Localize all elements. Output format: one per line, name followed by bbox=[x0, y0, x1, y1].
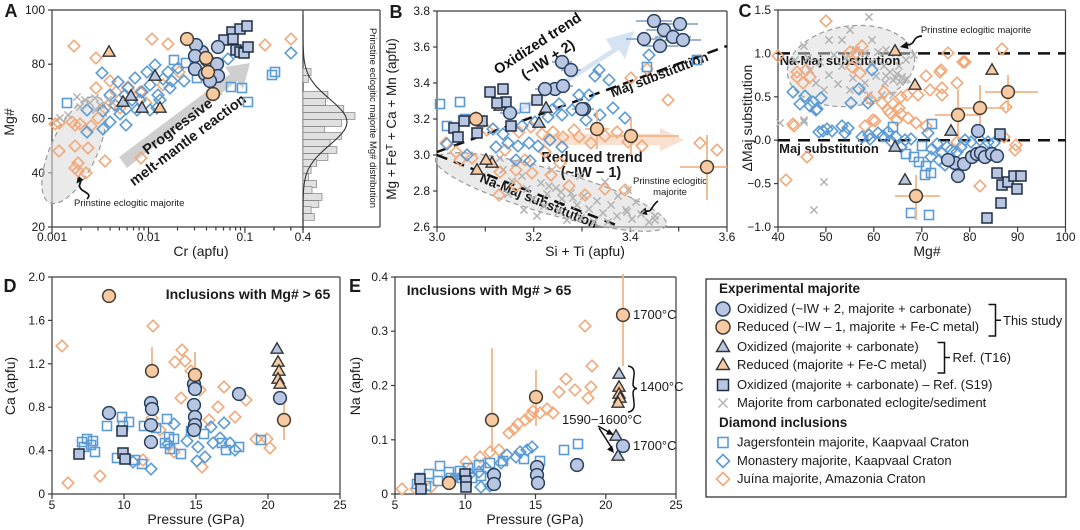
svg-text:0.4: 0.4 bbox=[371, 270, 388, 284]
svg-text:2.8: 2.8 bbox=[413, 184, 430, 198]
svg-text:C: C bbox=[739, 1, 752, 21]
svg-text:Juína majorite, Amazonia Crato: Juína majorite, Amazonia Craton bbox=[737, 471, 926, 486]
svg-text:Mg#: Mg# bbox=[913, 243, 940, 259]
svg-text:3.0: 3.0 bbox=[429, 230, 446, 244]
svg-text:1700°C: 1700°C bbox=[633, 307, 677, 322]
svg-text:0.4: 0.4 bbox=[28, 444, 45, 458]
svg-text:Inclusions with Mg# > 65: Inclusions with Mg# > 65 bbox=[407, 282, 572, 298]
svg-text:1400°C: 1400°C bbox=[640, 379, 684, 394]
svg-text:0.3: 0.3 bbox=[371, 324, 388, 338]
svg-text:70: 70 bbox=[915, 230, 929, 244]
svg-text:60: 60 bbox=[867, 230, 881, 244]
svg-text:0.5: 0.5 bbox=[754, 90, 771, 104]
svg-text:Na (apfu): Na (apfu) bbox=[347, 357, 363, 415]
svg-text:3.4: 3.4 bbox=[413, 76, 430, 90]
svg-text:Mg#: Mg# bbox=[1, 108, 17, 135]
svg-text:0.8: 0.8 bbox=[28, 400, 45, 414]
svg-text:Prinstine eclogitic majorite: Prinstine eclogitic majorite bbox=[74, 198, 184, 209]
svg-text:Jagersfontein majorite, Kaapva: Jagersfontein majorite, Kaapvaal Craton bbox=[737, 435, 969, 450]
svg-text:90: 90 bbox=[1011, 230, 1025, 244]
svg-text:1590−1600°C: 1590−1600°C bbox=[562, 412, 642, 427]
svg-text:This study: This study bbox=[1003, 313, 1063, 328]
svg-text:0.4: 0.4 bbox=[295, 230, 312, 244]
svg-text:0.1: 0.1 bbox=[371, 433, 388, 447]
svg-text:Prinstine eclogitic: Prinstine eclogitic bbox=[633, 176, 707, 187]
svg-text:Ca (apfu): Ca (apfu) bbox=[2, 357, 18, 415]
svg-text:ΔMaj substitution: ΔMaj substitution bbox=[739, 65, 755, 172]
svg-text:Prinstine eclogitic majorite M: Prinstine eclogitic majorite Mg# distrib… bbox=[367, 28, 378, 208]
svg-text:1.2: 1.2 bbox=[28, 357, 45, 371]
svg-text:0.001: 0.001 bbox=[37, 230, 67, 244]
svg-text:50: 50 bbox=[819, 230, 833, 244]
svg-text:Experimental majorite: Experimental majorite bbox=[719, 281, 861, 296]
svg-text:Oxidized (majorite + carbonate: Oxidized (majorite + carbonate) bbox=[737, 339, 919, 354]
svg-text:−1.0: −1.0 bbox=[747, 220, 771, 234]
svg-text:0: 0 bbox=[381, 487, 388, 501]
svg-text:5: 5 bbox=[49, 498, 56, 512]
svg-text:Pressure (GPa): Pressure (GPa) bbox=[147, 511, 244, 527]
svg-text:1.0: 1.0 bbox=[754, 46, 771, 60]
svg-text:Oxidized (majorite + carbonate: Oxidized (majorite + carbonate) – Ref. (… bbox=[737, 377, 992, 392]
svg-text:20: 20 bbox=[261, 498, 275, 512]
svg-text:Reduced (majorite + Fe-C meta: Reduced (majorite + Fe-C metal) bbox=[737, 357, 927, 372]
svg-text:Reduced (~IW – 1, majorite + F: Reduced (~IW – 1, majorite + Fe-C metal) bbox=[737, 319, 979, 334]
svg-text:B: B bbox=[390, 2, 403, 22]
svg-text:3.6: 3.6 bbox=[413, 40, 430, 54]
svg-text:25: 25 bbox=[669, 498, 683, 512]
svg-text:100: 100 bbox=[25, 3, 45, 17]
svg-text:80: 80 bbox=[963, 230, 977, 244]
svg-text:Mg + Feᵀ + Ca + Mn (apfu): Mg + Feᵀ + Ca + Mn (apfu) bbox=[384, 38, 399, 200]
svg-text:Majorite from carbonated eclog: Majorite from carbonated eclogite/sedime… bbox=[737, 395, 987, 410]
svg-text:Si + Ti (apfu): Si + Ti (apfu) bbox=[545, 243, 625, 259]
svg-text:majorite: majorite bbox=[653, 187, 687, 198]
svg-text:3.4: 3.4 bbox=[622, 230, 639, 244]
svg-text:3.2: 3.2 bbox=[413, 112, 430, 126]
svg-text:Oxidized (~IW + 2, majorite +: Oxidized (~IW + 2, majorite + carbonate) bbox=[737, 301, 971, 316]
svg-text:2.0: 2.0 bbox=[28, 270, 45, 284]
svg-text:20: 20 bbox=[32, 220, 46, 234]
svg-text:Inclusions with Mg# > 65: Inclusions with Mg# > 65 bbox=[166, 286, 331, 302]
svg-text:Na-Maj substitution: Na-Maj substitution bbox=[780, 53, 901, 68]
svg-text:2.6: 2.6 bbox=[413, 220, 430, 234]
svg-text:80: 80 bbox=[32, 57, 46, 71]
svg-text:60: 60 bbox=[32, 112, 46, 126]
svg-text:Pressure (GPa): Pressure (GPa) bbox=[486, 511, 583, 527]
svg-text:D: D bbox=[4, 276, 17, 296]
svg-text:1.6: 1.6 bbox=[28, 313, 45, 327]
svg-text:1700°C: 1700°C bbox=[633, 438, 677, 453]
svg-text:E: E bbox=[349, 276, 361, 296]
svg-text:Monastery majorite, Kaapvaal C: Monastery majorite, Kaapvaal Craton bbox=[737, 453, 952, 468]
svg-text:3.2: 3.2 bbox=[525, 230, 542, 244]
svg-text:10: 10 bbox=[117, 498, 131, 512]
svg-text:100: 100 bbox=[1055, 230, 1075, 244]
svg-text:Maj substitution: Maj substitution bbox=[779, 141, 879, 156]
svg-text:25: 25 bbox=[333, 498, 347, 512]
svg-text:(~IW − 1): (~IW − 1) bbox=[561, 165, 622, 181]
svg-text:1.5: 1.5 bbox=[754, 3, 771, 17]
svg-text:A: A bbox=[5, 1, 18, 21]
svg-text:Cr (apfu): Cr (apfu) bbox=[173, 243, 228, 259]
svg-text:3.8: 3.8 bbox=[413, 4, 430, 18]
svg-text:15: 15 bbox=[189, 498, 203, 512]
svg-text:15: 15 bbox=[529, 498, 543, 512]
svg-text:Ref. (T16): Ref. (T16) bbox=[953, 350, 1012, 365]
svg-text:0.1: 0.1 bbox=[237, 230, 254, 244]
svg-text:Reduced trend: Reduced trend bbox=[541, 150, 643, 166]
svg-text:10: 10 bbox=[459, 498, 473, 512]
svg-text:3.6: 3.6 bbox=[719, 230, 736, 244]
svg-text:5: 5 bbox=[392, 498, 399, 512]
svg-text:0.0: 0.0 bbox=[754, 133, 771, 147]
svg-text:40: 40 bbox=[771, 230, 785, 244]
svg-text:−0.5: −0.5 bbox=[747, 177, 771, 191]
svg-text:0: 0 bbox=[38, 487, 45, 501]
svg-text:0.01: 0.01 bbox=[137, 230, 161, 244]
svg-text:3.0: 3.0 bbox=[413, 148, 430, 162]
svg-text:20: 20 bbox=[599, 498, 613, 512]
svg-text:Prinstine eclogitic majorite: Prinstine eclogitic majorite bbox=[921, 25, 1031, 36]
svg-text:0.2: 0.2 bbox=[371, 379, 388, 393]
svg-text:Diamond inclusions: Diamond inclusions bbox=[719, 415, 847, 430]
